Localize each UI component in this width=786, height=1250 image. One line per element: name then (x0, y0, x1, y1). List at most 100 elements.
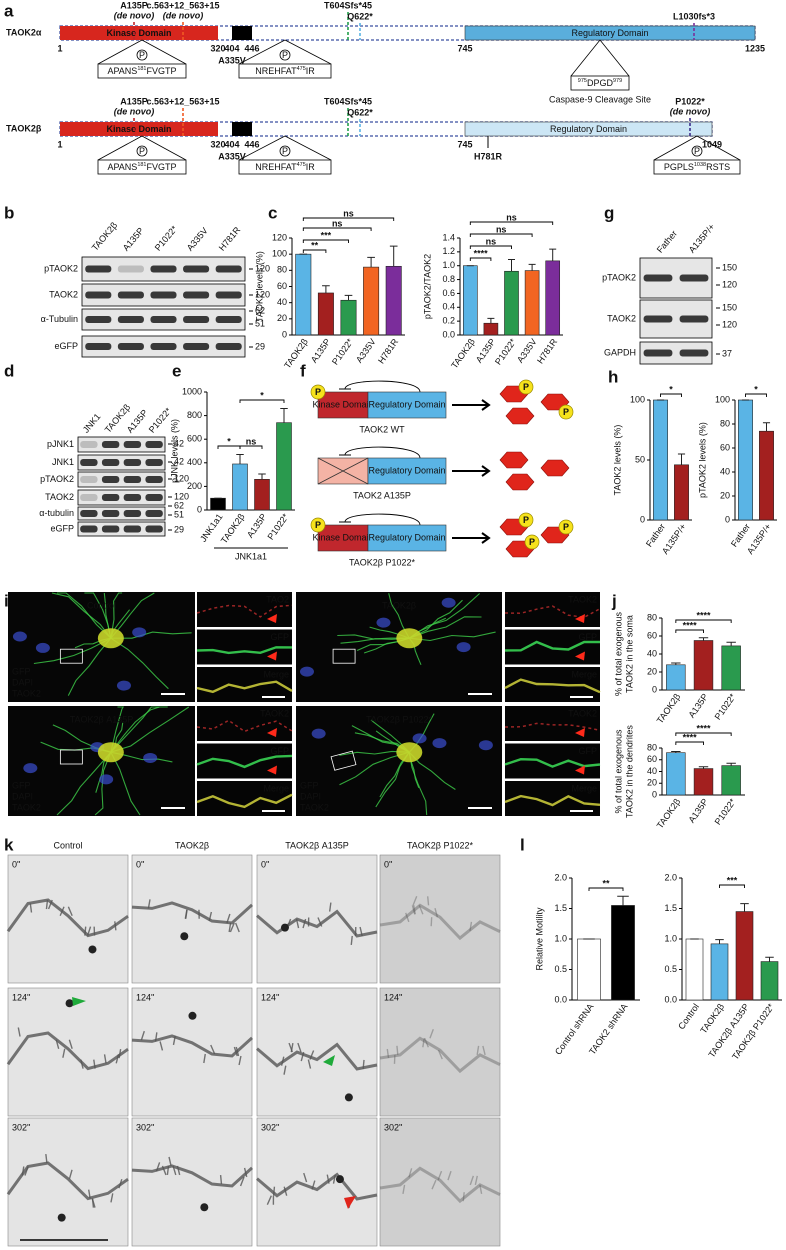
spine (229, 922, 235, 933)
mutation-label: Q622* (347, 11, 373, 21)
arrowhead (323, 1055, 335, 1066)
x-tick-label: A135P (309, 337, 333, 365)
kinase-domain (60, 122, 218, 136)
blot-row-label: TAOK2 (45, 492, 74, 502)
y-axis-title: pTAOK2/TAOK2 (422, 254, 432, 319)
blot-band (679, 315, 709, 323)
lane-label: A335V (185, 226, 210, 253)
spine (172, 1035, 176, 1046)
spine (86, 926, 92, 936)
y-tick-label: 0.6 (442, 288, 455, 298)
arrowhead (575, 765, 585, 775)
spine (350, 935, 353, 946)
spine (208, 911, 213, 922)
spine (429, 1029, 434, 1039)
x-tick-label: H781R (376, 336, 401, 365)
blot-band (643, 349, 673, 357)
column-title: TAOK2β P1022* (407, 840, 474, 850)
spine (93, 1059, 96, 1069)
bar (693, 640, 714, 691)
x-tick-label: TAOK2β (655, 797, 683, 831)
soma (97, 742, 124, 763)
substrate (499, 451, 529, 469)
y-tick-label: 1000 (182, 386, 202, 396)
kinase-domain (60, 26, 218, 40)
dendrite (110, 706, 160, 753)
phospho-circle (310, 384, 326, 400)
y-tick-label: 0.4 (442, 302, 455, 312)
mutation-label: T604Sfs*45 (324, 0, 372, 10)
phospho-circle (524, 534, 540, 550)
spine (462, 1192, 465, 1202)
size-marker: 51 (255, 318, 265, 328)
blot-band (145, 510, 163, 517)
spine (203, 1053, 206, 1064)
mutation-label: T604Sfs*45 (324, 96, 372, 106)
phospho-circle (279, 145, 291, 157)
inhibition-arc (339, 380, 421, 393)
phospho-label: P (282, 50, 288, 60)
phospho-label: P (563, 407, 569, 417)
nucleus (299, 666, 314, 677)
channel-legend: DAPI (12, 791, 33, 801)
significance-label: *** (321, 230, 332, 240)
significance-label: ns (486, 236, 497, 246)
panel-label: h (608, 367, 618, 386)
y-tick-label: 80 (277, 265, 287, 275)
y-tick-label: 0 (725, 514, 730, 524)
spine (266, 1195, 272, 1205)
phospho-label: P (282, 146, 288, 156)
error-bar (726, 762, 736, 766)
timelapse-frame (131, 1117, 253, 1247)
blot-row-label: eGFP (54, 341, 78, 351)
panel-title: Control (87, 600, 116, 610)
nucleus (441, 597, 456, 608)
y-tick-label: 1.5 (664, 903, 677, 913)
x-tick-label: TAOK2β (655, 692, 683, 726)
dendrite (56, 751, 112, 816)
error-bar (726, 641, 736, 646)
size-marker: 120 (174, 473, 189, 483)
residue-number: 1 (57, 139, 62, 149)
spine (21, 1166, 25, 1176)
blot-band (145, 459, 163, 466)
inset-label: Merge (571, 669, 597, 679)
puncta (188, 1011, 197, 1020)
x-tick-label: P1022* (265, 511, 290, 541)
motif-site: 1038 (694, 162, 706, 168)
dendrite (339, 751, 410, 786)
blot-band (215, 291, 242, 299)
domain-label: Regulatory Domain (368, 399, 445, 409)
soma (97, 628, 124, 649)
lane-label: JNK1 (81, 412, 103, 435)
nucleus (132, 627, 147, 638)
blot-band (101, 494, 120, 501)
channel-legend: GFP (12, 780, 31, 790)
x-tick-label: H781R (535, 336, 560, 365)
mutation-label: A135P (120, 96, 148, 106)
dendrite (110, 706, 125, 753)
kinase-domain (317, 391, 369, 419)
column-title: Control (53, 840, 82, 850)
motif-wedge (570, 39, 630, 77)
motif-residues: NREHFAT (255, 162, 297, 172)
mutation-label: A335V (218, 151, 246, 161)
dendrite (67, 637, 112, 696)
timelapse-frame (379, 987, 501, 1117)
spine (243, 1167, 248, 1178)
inset-label: TAOK2 (568, 708, 597, 718)
domain-label: Regulatory Domain (550, 124, 627, 134)
spine (176, 1165, 181, 1176)
dendrite (57, 592, 112, 639)
lane-label: A135P (121, 226, 146, 253)
channel-legend: TAOK2 (12, 688, 41, 698)
significance-bracket (302, 249, 327, 253)
domain-label: Regulatory Domain (368, 465, 445, 475)
blot-band (85, 291, 112, 299)
size-marker: 37 (722, 348, 732, 358)
spine (311, 1180, 316, 1190)
y-tick-label: 0 (282, 329, 287, 339)
coil-region (232, 26, 252, 40)
lane-label: A135P/+ (687, 222, 717, 255)
spine (280, 1056, 285, 1066)
